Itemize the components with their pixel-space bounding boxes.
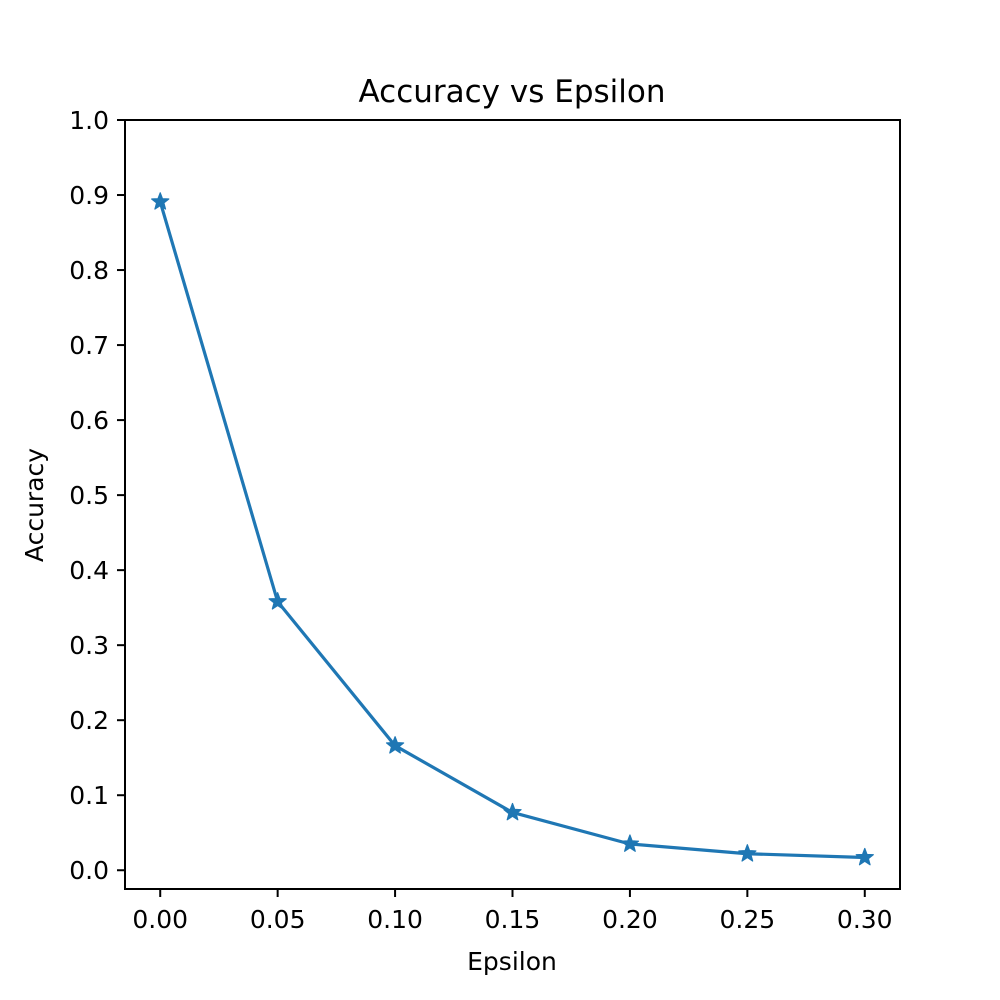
x-axis: 0.00 0.05 0.10 0.15 0.20 0.25 0.30 — [132, 889, 893, 934]
x-axis-label: Epsilon — [467, 947, 557, 976]
data-point-marker — [385, 736, 405, 754]
x-tick-label: 0.25 — [720, 905, 776, 934]
y-axis: 0.0 0.1 0.2 0.3 0.4 0.5 0.6 0.7 0.8 0.9 1.0 — [69, 106, 125, 885]
y-tick-label: 0.7 — [69, 331, 109, 360]
y-tick-label: 0.0 — [69, 856, 109, 885]
x-tick-label: 0.05 — [250, 905, 306, 934]
x-tick-label: 0.15 — [485, 905, 541, 934]
y-tick-label: 0.3 — [69, 631, 109, 660]
chart-title: Accuracy vs Epsilon — [359, 74, 666, 110]
y-tick-label: 1.0 — [69, 106, 109, 135]
data-point-marker — [855, 847, 874, 866]
plot-area-frame — [124, 119, 901, 890]
y-tick-label: 0.6 — [69, 406, 109, 435]
y-axis-label: Accuracy — [20, 448, 49, 562]
data-point-marker — [620, 834, 640, 852]
data-point-marker — [503, 802, 522, 821]
data-point-marker — [268, 592, 287, 610]
y-tick-label: 0.5 — [69, 481, 109, 510]
plot-series — [151, 192, 874, 866]
x-tick-label: 0.20 — [602, 905, 658, 934]
y-tick-label: 0.8 — [69, 256, 109, 285]
series-line — [158, 200, 867, 860]
x-tick-label: 0.10 — [367, 905, 423, 934]
data-point-marker — [151, 192, 170, 210]
x-tick-label: 0.00 — [132, 905, 188, 934]
y-tick-label: 0.4 — [69, 556, 109, 585]
x-tick-label: 0.30 — [837, 905, 893, 934]
y-tick-label: 0.9 — [69, 181, 109, 210]
y-tick-label: 0.1 — [69, 781, 109, 810]
y-tick-label: 0.2 — [69, 706, 109, 735]
data-point-marker — [738, 844, 757, 862]
